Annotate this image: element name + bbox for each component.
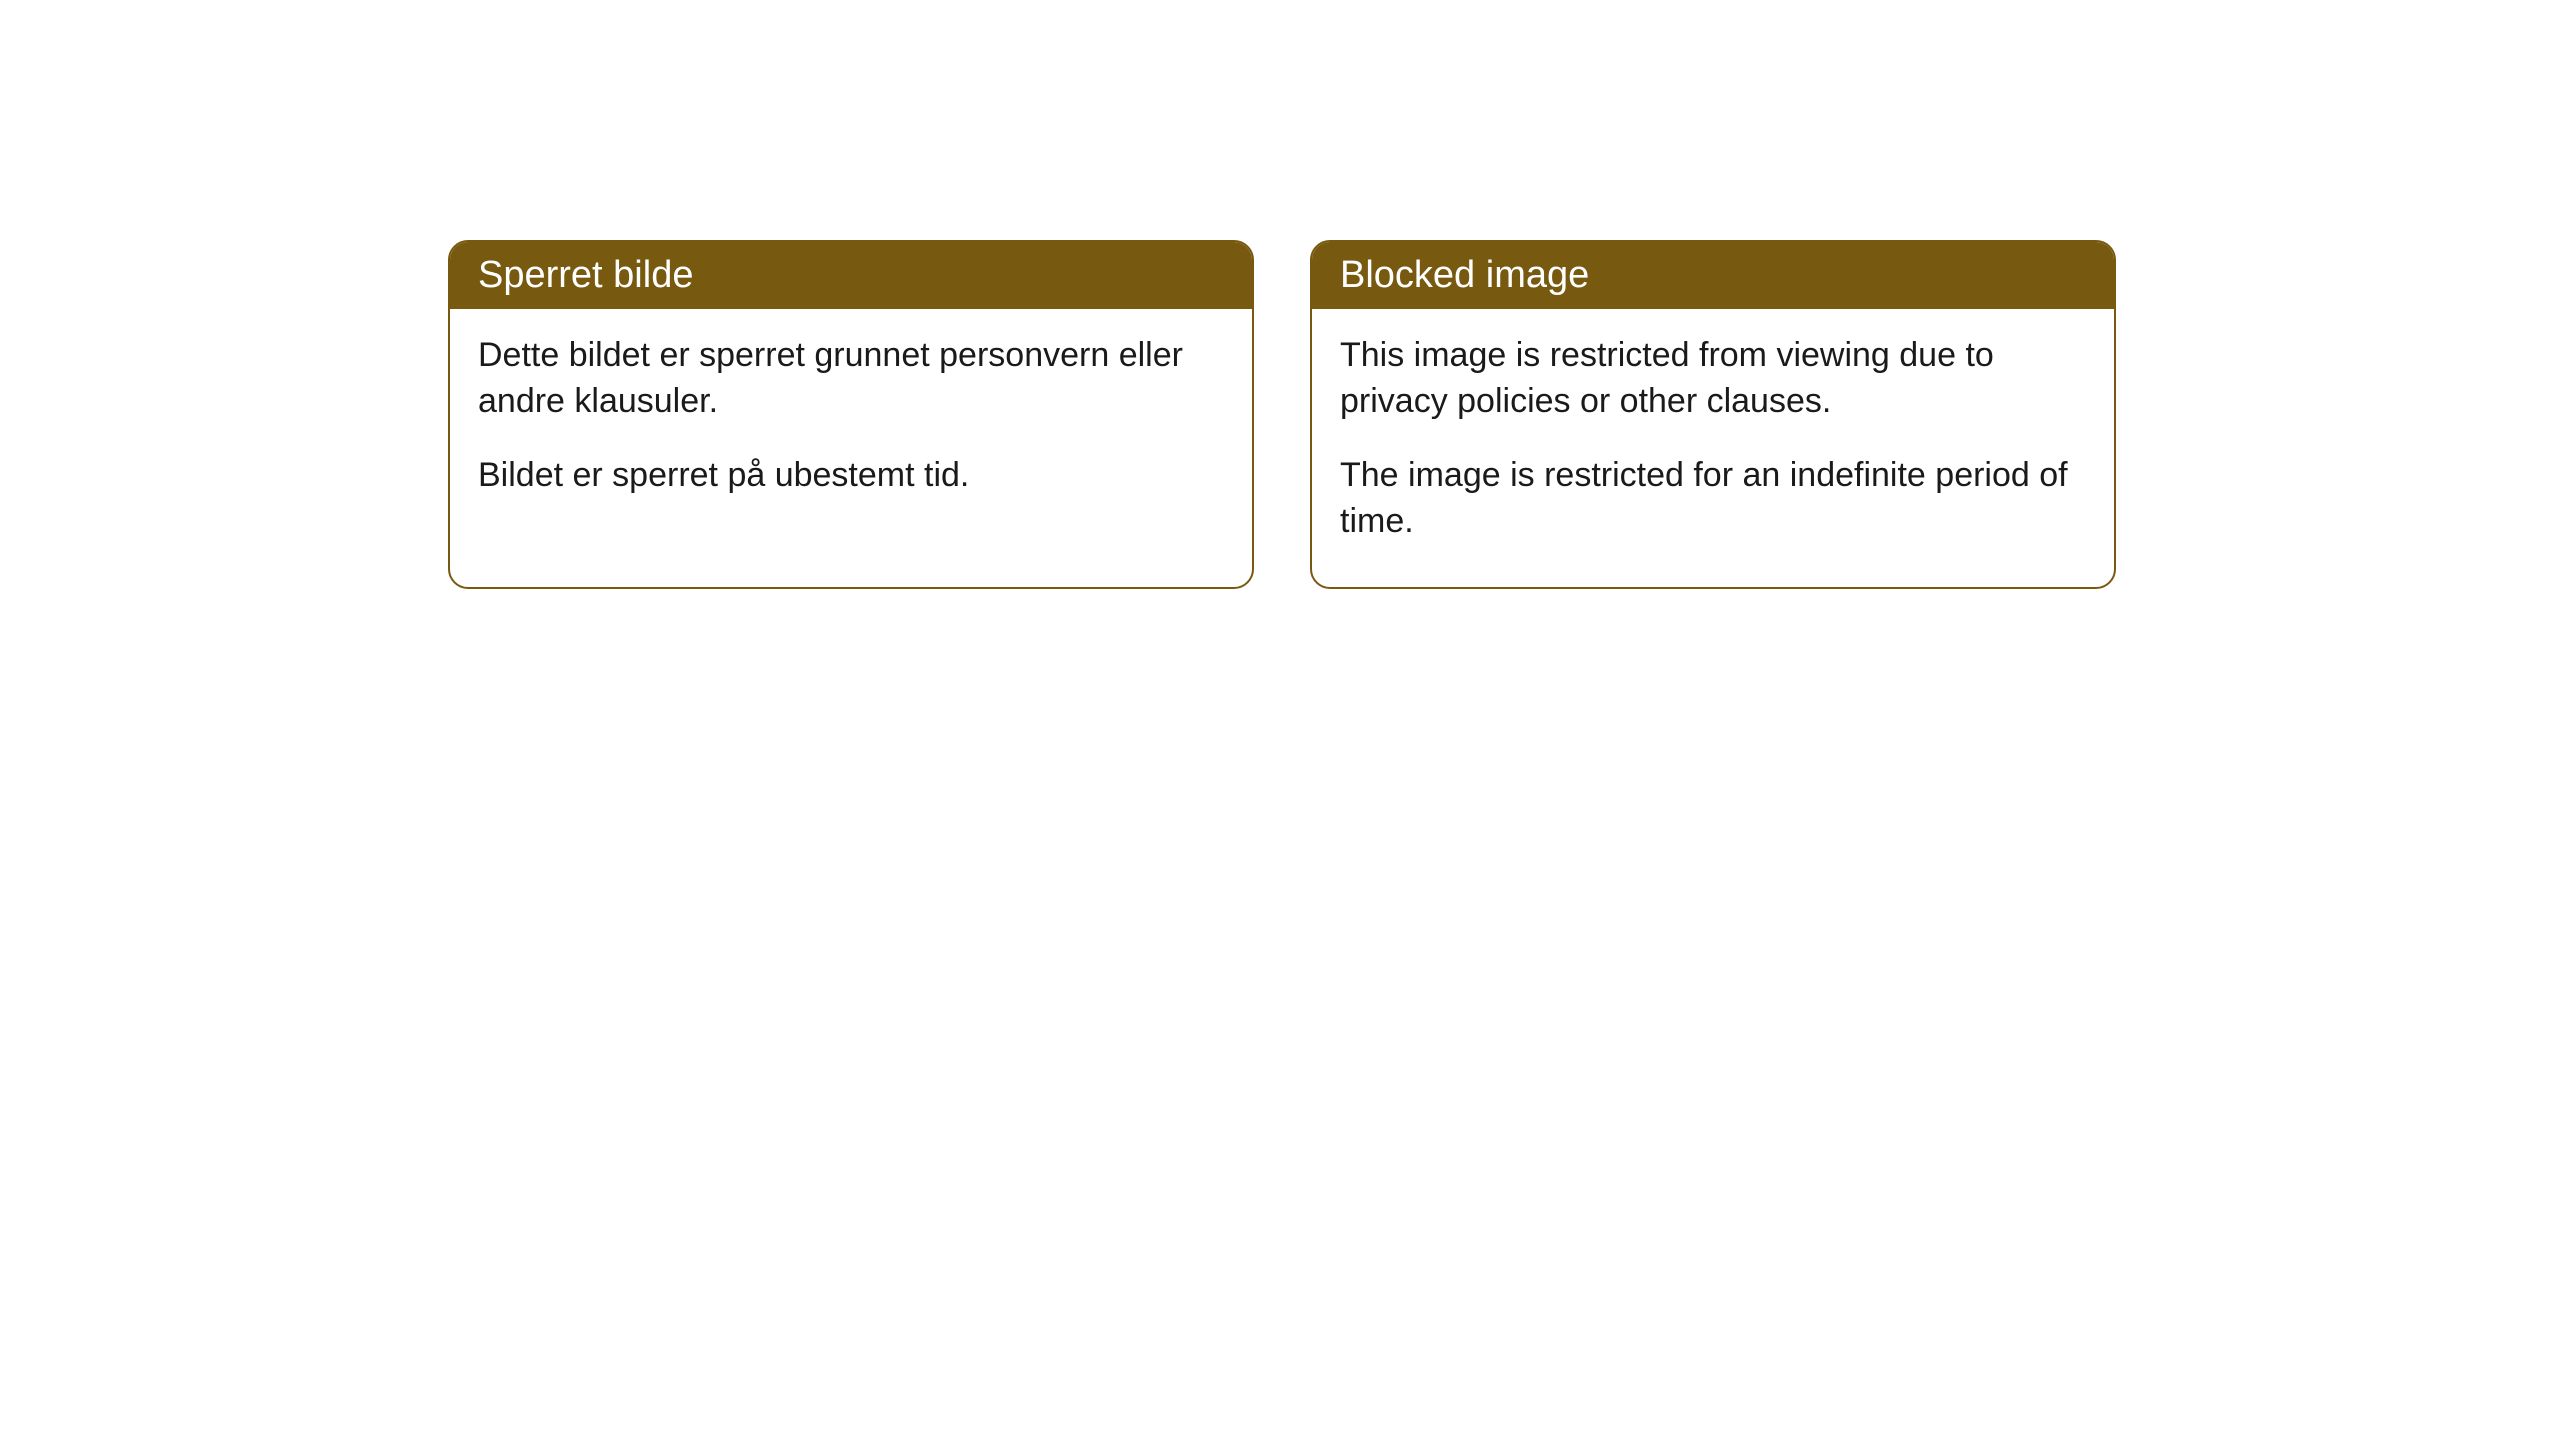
notice-body: Dette bildet er sperret grunnet personve… xyxy=(450,309,1252,541)
notice-card-norwegian: Sperret bilde Dette bildet er sperret gr… xyxy=(448,240,1254,589)
notice-card-english: Blocked image This image is restricted f… xyxy=(1310,240,2116,589)
notice-body: This image is restricted from viewing du… xyxy=(1312,309,2114,587)
notice-header: Sperret bilde xyxy=(450,242,1252,309)
notice-title: Sperret bilde xyxy=(478,254,693,296)
notice-title: Blocked image xyxy=(1340,254,1589,296)
notice-paragraph: Dette bildet er sperret grunnet personve… xyxy=(478,333,1224,425)
notice-paragraph: This image is restricted from viewing du… xyxy=(1340,333,2086,425)
notice-paragraph: Bildet er sperret på ubestemt tid. xyxy=(478,453,1224,499)
notice-header: Blocked image xyxy=(1312,242,2114,309)
notice-container: Sperret bilde Dette bildet er sperret gr… xyxy=(448,240,2116,589)
notice-paragraph: The image is restricted for an indefinit… xyxy=(1340,453,2086,545)
